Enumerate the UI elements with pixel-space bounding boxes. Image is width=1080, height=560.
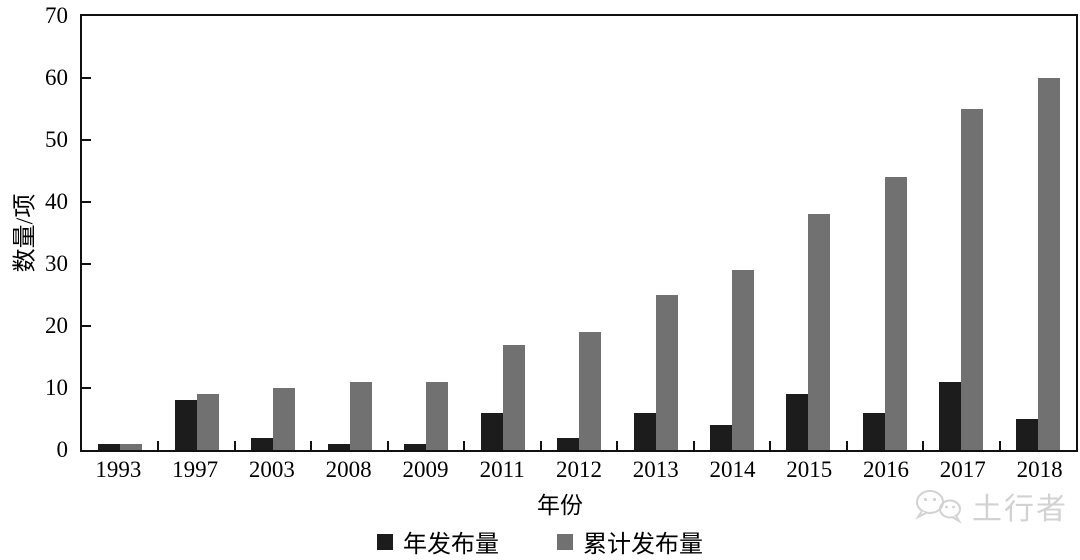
wechat-icon <box>915 490 962 524</box>
y-tick-label-70: 70 <box>45 3 68 28</box>
legend: 年发布量 累计发布量 <box>0 524 1080 559</box>
bar-group-1993 <box>82 16 158 450</box>
bar-annual-2012 <box>557 437 580 450</box>
x-tick-label-2014: 2014 <box>709 457 756 482</box>
y-axis-tick <box>82 201 91 203</box>
x-axis-tick <box>463 441 465 450</box>
y-axis-tick <box>82 139 91 141</box>
bar-cumulative-1993 <box>120 443 143 450</box>
x-axis-tick <box>922 441 924 450</box>
legend-label-cumulative: 累计发布量 <box>583 532 703 558</box>
bar-annual-2014 <box>709 425 732 450</box>
y-tick-label-40: 40 <box>45 189 68 214</box>
bar-cumulative-2008 <box>349 381 372 450</box>
plot-area <box>80 14 1078 452</box>
x-tick-label-2003: 2003 <box>248 457 295 482</box>
bar-group-2015 <box>770 16 846 450</box>
x-tick-label-2008: 2008 <box>325 457 372 482</box>
bar-cumulative-2009 <box>426 381 449 450</box>
x-axis-labels: 1993 1997 2003 2008 2009 2011 2012 2013 2014 2015… <box>80 457 1078 483</box>
y-tick-label-30: 30 <box>45 251 68 276</box>
x-axis-tick <box>157 441 159 450</box>
bar-groups <box>82 16 1076 450</box>
bar-cumulative-2012 <box>579 332 602 450</box>
bar-cumulative-2018 <box>1037 78 1060 450</box>
legend-item-cumulative: 累计发布量 <box>557 524 703 559</box>
bar-annual-2018 <box>1015 419 1038 450</box>
watermark: 土行者 <box>910 484 1068 528</box>
bar-group-2017 <box>923 16 999 450</box>
bar-cumulative-2015 <box>808 214 831 450</box>
bar-annual-2009 <box>404 443 427 450</box>
y-axis-tick <box>82 77 91 79</box>
x-axis-tick <box>846 441 848 450</box>
y-tick-label-60: 60 <box>45 65 68 90</box>
bar-annual-2003 <box>251 437 274 450</box>
x-axis-tick <box>693 441 695 450</box>
x-tick-label-2015: 2015 <box>786 457 833 482</box>
x-tick-label-2011: 2011 <box>479 457 525 482</box>
legend-label-annual: 年发布量 <box>403 532 499 558</box>
x-axis-tick <box>234 441 236 450</box>
x-axis-tick <box>387 441 389 450</box>
bar-cumulative-2017 <box>961 109 984 450</box>
bar-annual-1993 <box>98 443 121 450</box>
legend-swatch-cumulative <box>557 533 573 550</box>
y-tick-label-50: 50 <box>45 127 68 152</box>
bar-annual-2011 <box>480 412 503 450</box>
bar-group-2003 <box>235 16 311 450</box>
x-axis-tick <box>769 441 771 450</box>
bar-annual-2015 <box>786 394 809 450</box>
bar-group-2013 <box>617 16 693 450</box>
bar-annual-2008 <box>327 443 350 450</box>
x-axis-tick <box>540 441 542 450</box>
x-tick-label-2016: 2016 <box>863 457 910 482</box>
x-axis-tick <box>310 441 312 450</box>
x-tick-label-2018: 2018 <box>1016 457 1063 482</box>
bar-group-2014 <box>694 16 770 450</box>
bar-cumulative-2011 <box>502 344 525 450</box>
legend-item-annual: 年发布量 <box>377 524 499 559</box>
x-tick-label-2013: 2013 <box>632 457 679 482</box>
bar-group-2016 <box>847 16 923 450</box>
bar-annual-2016 <box>862 412 885 450</box>
x-tick-label-1997: 1997 <box>172 457 219 482</box>
y-axis-tick <box>82 387 91 389</box>
y-tick-label-10: 10 <box>45 375 68 400</box>
bar-cumulative-2016 <box>884 177 907 450</box>
bar-cumulative-2013 <box>655 295 678 450</box>
x-tick-label-2012: 2012 <box>555 457 602 482</box>
x-axis-tick <box>999 441 1001 450</box>
x-axis-tick <box>616 441 618 450</box>
legend-swatch-annual <box>377 533 393 550</box>
watermark-text: 土行者 <box>972 493 1068 526</box>
x-tick-label-2017: 2017 <box>939 457 986 482</box>
y-tick-label-20: 20 <box>45 313 68 338</box>
bar-group-2009 <box>388 16 464 450</box>
bar-group-2018 <box>1000 16 1076 450</box>
y-axis-tick <box>82 325 91 327</box>
bar-cumulative-2003 <box>273 388 296 450</box>
x-axis-title: 年份 <box>537 493 583 518</box>
bar-cumulative-1997 <box>196 394 219 450</box>
bar-annual-1997 <box>174 400 197 450</box>
bar-cumulative-2014 <box>731 270 754 450</box>
bar-annual-2017 <box>939 381 962 450</box>
y-tick-label-0: 0 <box>56 437 69 462</box>
x-tick-label-1993: 1993 <box>95 457 142 482</box>
bar-group-2008 <box>311 16 387 450</box>
bar-group-1997 <box>158 16 234 450</box>
bar-annual-2013 <box>633 412 656 450</box>
x-tick-label-2009: 2009 <box>402 457 449 482</box>
bar-group-2011 <box>464 16 540 450</box>
bar-group-2012 <box>541 16 617 450</box>
y-axis-tick <box>82 263 91 265</box>
